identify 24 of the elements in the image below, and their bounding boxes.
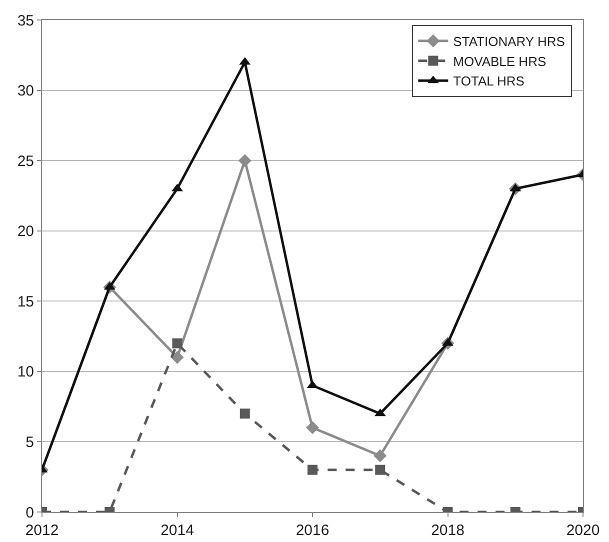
point [170, 350, 184, 364]
x-tick-label: 2020 [566, 522, 600, 539]
y-tick-label: 10 [17, 364, 34, 381]
y-tick-label: 30 [17, 82, 34, 100]
point [375, 464, 386, 475]
y-tick-label: 5 [26, 434, 34, 451]
point [238, 154, 252, 168]
y-tick-label: 20 [17, 223, 34, 240]
y-tick-label: 35 [17, 12, 34, 30]
point [306, 421, 319, 434]
point [240, 408, 250, 419]
y-tick-label: 15 [17, 293, 34, 310]
x-tick-label: 2012 [25, 522, 59, 539]
y-tick-label: 0 [26, 504, 34, 522]
legend-label: TOTAL HRS [453, 74, 525, 89]
legend-label: STATIONARY HRS [453, 34, 566, 49]
x-tick-label: 2018 [431, 522, 464, 539]
legend-label: MOVABLE HRS [453, 54, 546, 69]
x-tick-label: 2014 [160, 522, 194, 539]
x-tick-label: 2016 [296, 522, 330, 539]
point [308, 464, 318, 475]
y-tick-label: 25 [17, 152, 34, 170]
point [172, 338, 182, 348]
point [374, 449, 387, 462]
